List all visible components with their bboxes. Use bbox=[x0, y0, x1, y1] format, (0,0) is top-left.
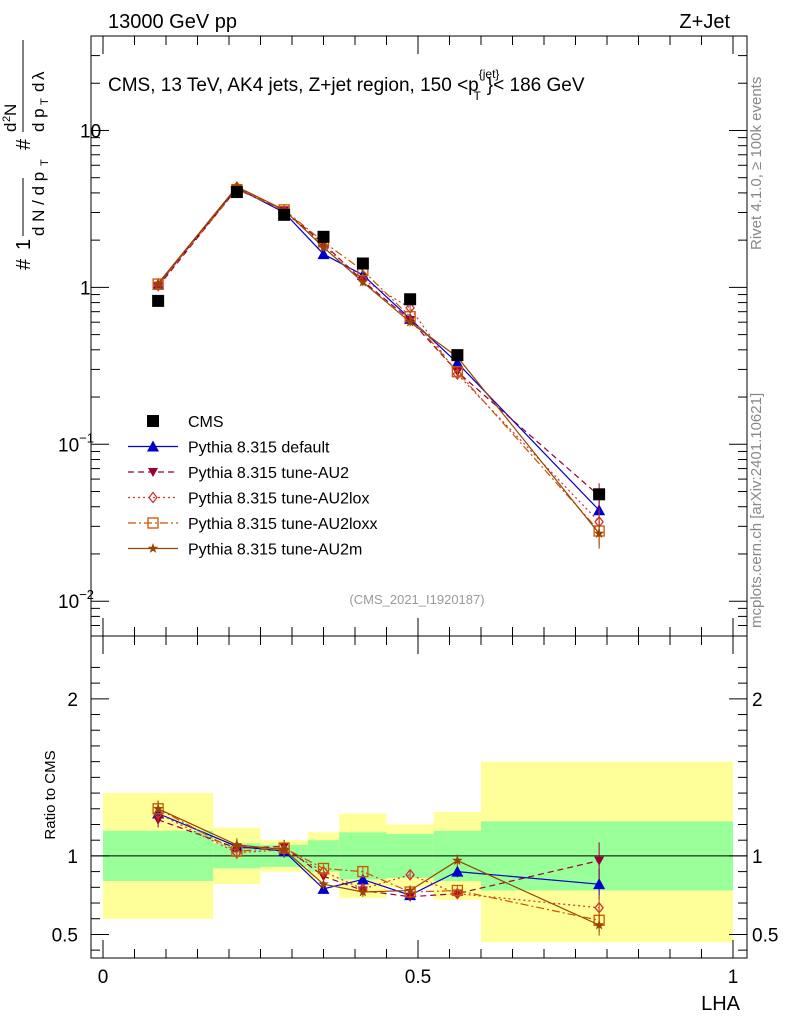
y-tick-label: 10 bbox=[80, 121, 101, 142]
data-point bbox=[278, 208, 291, 221]
ratio-tick-label-right: 0.5 bbox=[752, 925, 778, 946]
svg-text:2: 2 bbox=[1, 116, 13, 122]
data-point bbox=[317, 230, 330, 243]
data-point bbox=[451, 366, 464, 378]
data-point bbox=[593, 528, 605, 538]
legend-label: Pythia 8.315 tune-AU2lox bbox=[188, 491, 369, 508]
ratio-point bbox=[152, 803, 164, 814]
rivet-version: Rivet 4.1.0, ≥ 100k events bbox=[748, 77, 765, 250]
ratio-point bbox=[452, 855, 463, 866]
ratio-line bbox=[157, 808, 600, 921]
svg-text:1: 1 bbox=[13, 239, 35, 250]
svg-text:d: d bbox=[1, 123, 20, 132]
svg-text:T: T bbox=[39, 159, 51, 166]
header-process: Z+Jet bbox=[679, 11, 730, 33]
data-point bbox=[318, 241, 329, 252]
data-point bbox=[357, 276, 369, 287]
x-tick-label: 0 bbox=[98, 967, 109, 988]
data-point bbox=[451, 349, 464, 362]
ratio-point bbox=[451, 884, 464, 897]
y-axis-label: # 1 d N / d p T # d 2 N d p T d λ bbox=[1, 40, 51, 270]
legend-label: Pythia 8.315 tune-AU2m bbox=[188, 542, 362, 559]
data-point bbox=[230, 186, 243, 199]
svg-text:#: # bbox=[13, 258, 35, 270]
ratio-tick-label-left: 0.5 bbox=[52, 925, 78, 946]
ratio-frame bbox=[90, 635, 748, 959]
svg-text:d N / d p: d N / d p bbox=[29, 172, 48, 236]
data-point bbox=[404, 316, 416, 327]
legend-item: CMS bbox=[147, 414, 224, 431]
ratio-tick-label-left: 1 bbox=[67, 847, 78, 868]
legend-item: Pythia 8.315 default bbox=[128, 440, 330, 457]
svg-text:d: d bbox=[29, 83, 48, 92]
series-5 bbox=[152, 181, 605, 936]
legend-marker bbox=[148, 468, 158, 477]
ratio-point bbox=[357, 886, 369, 897]
ratio-point bbox=[231, 839, 243, 850]
header-energy: 13000 GeV pp bbox=[108, 11, 237, 33]
legend-label: Pythia 8.315 tune-AU2 bbox=[188, 465, 349, 482]
ratio-point bbox=[318, 865, 329, 878]
ratio-point bbox=[451, 865, 464, 877]
ratio-tick-label-right: 2 bbox=[752, 690, 763, 711]
svg-text:N: N bbox=[1, 104, 20, 116]
data-point bbox=[452, 368, 463, 381]
data-point bbox=[152, 294, 165, 307]
legend-marker bbox=[147, 543, 159, 553]
ratio-point bbox=[317, 862, 330, 875]
ratio-point bbox=[594, 856, 605, 866]
svg-text:λ: λ bbox=[29, 71, 48, 80]
legend-item: Pythia 8.315 tune-AU2m bbox=[128, 542, 362, 559]
ratio-point bbox=[404, 885, 416, 895]
ratio-tick-label-left: 2 bbox=[67, 690, 78, 711]
x-tick-label: 1 bbox=[728, 967, 739, 988]
series-0 bbox=[152, 186, 606, 501]
legend-marker bbox=[147, 440, 159, 452]
plot-title: CMS, 13 TeV, AK4 jets, Z+jet region, 150… bbox=[108, 67, 585, 103]
data-point bbox=[593, 488, 606, 501]
legend-marker bbox=[148, 491, 158, 504]
svg-text:d p: d p bbox=[29, 108, 48, 132]
x-tick-label: 0.5 bbox=[405, 967, 431, 988]
y-tick-label: 10−1 bbox=[58, 430, 94, 456]
ratio-point bbox=[405, 868, 415, 881]
data-point bbox=[404, 293, 417, 306]
x-axis-label: LHA bbox=[701, 993, 741, 1015]
analysis-watermark: (CMS_2021_I1920187) bbox=[349, 592, 484, 607]
main-line bbox=[157, 187, 600, 511]
ratio-point bbox=[278, 844, 290, 855]
legend-marker bbox=[147, 415, 159, 427]
data-point bbox=[451, 356, 464, 368]
ratio-point bbox=[318, 878, 329, 889]
data-point bbox=[317, 248, 330, 260]
ratio-tick-label-right: 1 bbox=[752, 847, 763, 868]
mcplots-credit: mcplots.cern.ch [arXiv:2401.10621] bbox=[748, 393, 765, 628]
ratio-point bbox=[593, 919, 605, 930]
data-point bbox=[153, 279, 163, 292]
ratio-point bbox=[356, 873, 369, 885]
legend-marker bbox=[147, 517, 159, 529]
ratio-y-label: Ratio to CMS bbox=[42, 750, 59, 839]
y-tick-label: 1 bbox=[80, 278, 91, 299]
svg-text:#: # bbox=[13, 138, 35, 150]
ratio-line bbox=[157, 819, 600, 898]
legend-label: CMS bbox=[188, 414, 224, 431]
legend-item: Pythia 8.315 tune-AU2lox bbox=[128, 491, 369, 508]
legend-label: Pythia 8.315 default bbox=[188, 440, 330, 457]
ratio-point bbox=[357, 865, 369, 878]
ratio-line bbox=[157, 808, 600, 926]
ratio-point bbox=[452, 887, 463, 900]
legend-item: Pythia 8.315 tune-AU2 bbox=[128, 465, 349, 482]
main-line bbox=[157, 185, 600, 534]
main-line bbox=[157, 188, 600, 532]
svg-text:T: T bbox=[39, 98, 51, 105]
legend-label: Pythia 8.315 tune-AU2loxx bbox=[188, 516, 377, 533]
legend-item: Pythia 8.315 tune-AU2loxx bbox=[128, 516, 377, 533]
ratio-point bbox=[593, 878, 606, 890]
data-point bbox=[152, 277, 164, 288]
y-tick-label: 10−2 bbox=[58, 587, 94, 613]
data-point bbox=[356, 257, 369, 270]
